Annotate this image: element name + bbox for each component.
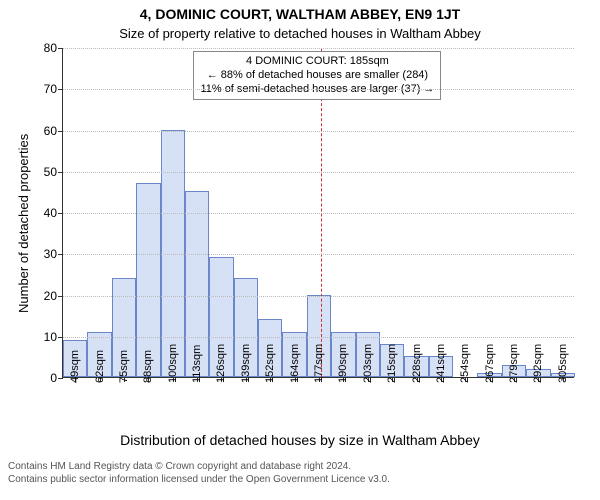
annotation-box: 4 DOMINIC COURT: 185sqm ← 88% of detache… — [193, 51, 441, 100]
gridline — [63, 296, 574, 297]
y-tick-label: 60 — [44, 124, 63, 138]
x-tick-label: 75sqm — [118, 350, 130, 383]
histogram-bar — [161, 130, 185, 378]
gridline — [63, 172, 574, 173]
y-tick-label: 30 — [44, 247, 63, 261]
x-tick-label: 203sqm — [362, 344, 374, 383]
x-tick-label: 126sqm — [215, 344, 227, 383]
x-tick-label: 254sqm — [459, 344, 471, 383]
x-tick-label: 164sqm — [289, 344, 301, 383]
x-axis-label: Distribution of detached houses by size … — [0, 432, 600, 448]
footer-line2: Contains public sector information licen… — [8, 473, 600, 486]
x-tick-label: 228sqm — [411, 344, 423, 383]
y-tick-label: 20 — [44, 289, 63, 303]
x-tick-label: 49sqm — [69, 350, 81, 383]
property-size-chart: 4, DOMINIC COURT, WALTHAM ABBEY, EN9 1JT… — [0, 0, 600, 500]
gridline — [63, 131, 574, 132]
gridline — [63, 337, 574, 338]
x-tick-label: 139sqm — [240, 344, 252, 383]
y-tick-label: 80 — [44, 41, 63, 55]
x-tick-label: 88sqm — [142, 350, 154, 383]
x-tick-label: 305sqm — [557, 344, 569, 383]
annotation-line1: 4 DOMINIC COURT: 185sqm — [200, 55, 434, 69]
x-tick-label: 292sqm — [532, 344, 544, 383]
gridline — [63, 89, 574, 90]
y-axis-label: Number of detached properties — [16, 134, 31, 313]
gridline — [63, 254, 574, 255]
x-tick-label: 279sqm — [508, 344, 520, 383]
x-tick-label: 100sqm — [167, 344, 179, 383]
gridline — [63, 213, 574, 214]
x-tick-label: 177sqm — [313, 344, 325, 383]
x-tick-label: 215sqm — [386, 344, 398, 383]
y-tick-label: 70 — [44, 82, 63, 96]
annotation-line2: ← 88% of detached houses are smaller (28… — [200, 69, 434, 83]
x-tick-label: 190sqm — [337, 344, 349, 383]
x-tick-label: 241sqm — [435, 344, 447, 383]
y-tick-label: 10 — [44, 330, 63, 344]
chart-title-address: 4, DOMINIC COURT, WALTHAM ABBEY, EN9 1JT — [0, 6, 600, 22]
y-tick-label: 40 — [44, 206, 63, 220]
chart-subtitle: Size of property relative to detached ho… — [0, 26, 600, 41]
chart-footer: Contains HM Land Registry data © Crown c… — [0, 460, 600, 486]
y-tick-label: 50 — [44, 165, 63, 179]
x-tick-label: 62sqm — [94, 350, 106, 383]
footer-line1: Contains HM Land Registry data © Crown c… — [8, 460, 600, 473]
plot-area: 4 DOMINIC COURT: 185sqm ← 88% of detache… — [62, 48, 574, 378]
x-tick-label: 113sqm — [191, 345, 203, 383]
x-tick-label: 267sqm — [484, 344, 496, 383]
x-tick-label: 152sqm — [264, 344, 276, 383]
gridline — [63, 48, 574, 49]
y-tick-label: 0 — [50, 371, 63, 385]
